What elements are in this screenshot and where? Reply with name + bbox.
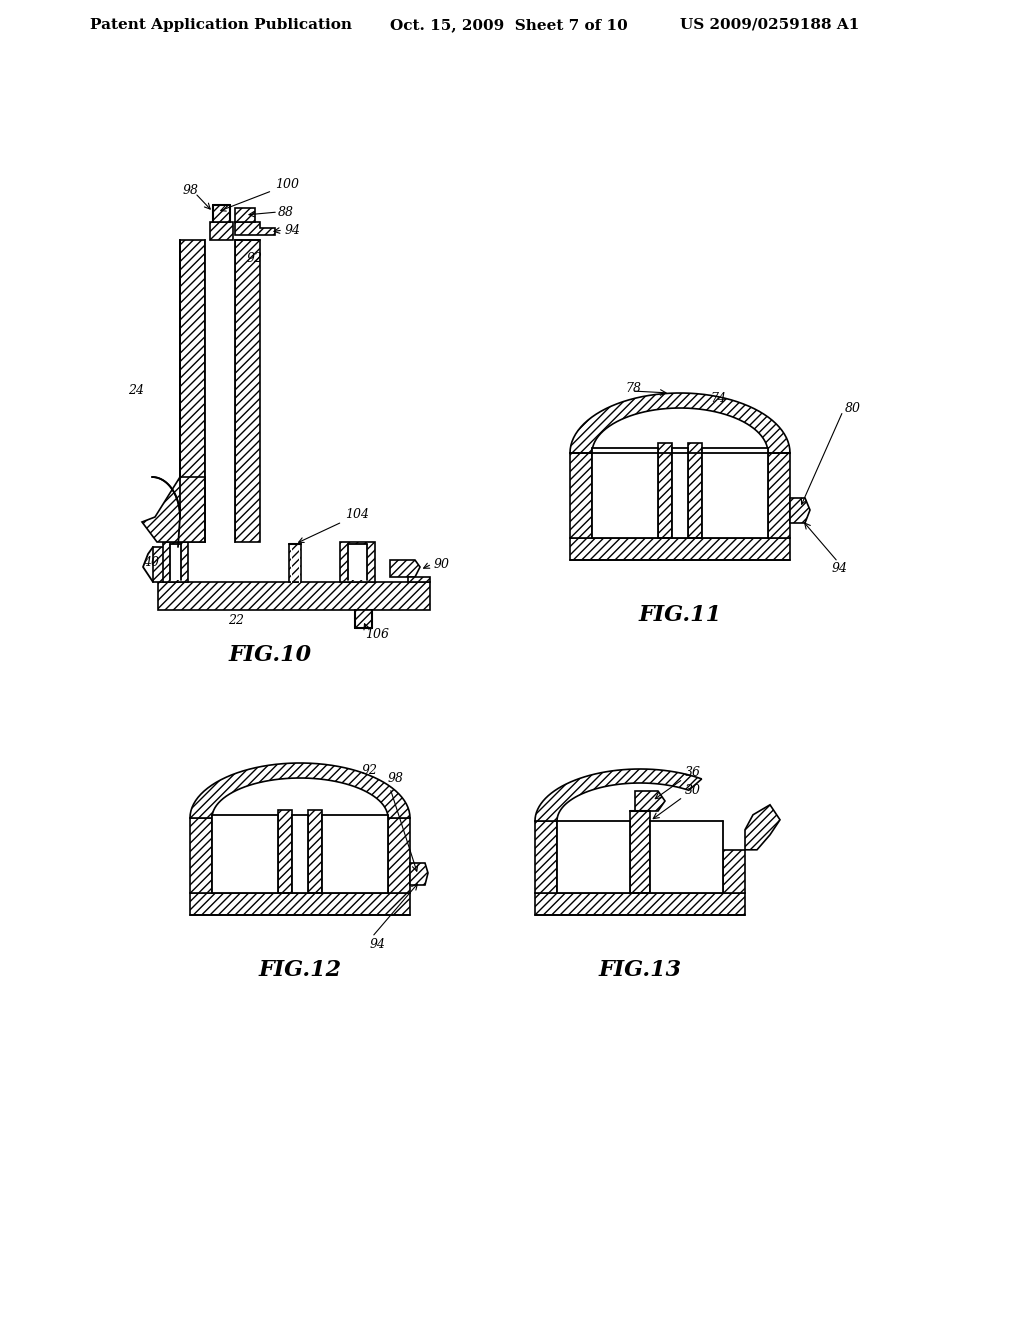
Polygon shape	[535, 821, 557, 894]
Text: 98: 98	[183, 183, 199, 197]
Polygon shape	[570, 539, 790, 560]
Polygon shape	[213, 205, 230, 222]
Polygon shape	[408, 577, 430, 582]
Polygon shape	[635, 791, 665, 810]
Polygon shape	[723, 850, 745, 894]
Text: 24: 24	[128, 384, 144, 396]
Polygon shape	[388, 818, 410, 894]
Polygon shape	[348, 544, 367, 579]
Text: 40: 40	[143, 556, 159, 569]
Polygon shape	[592, 447, 658, 539]
Text: 104: 104	[299, 508, 369, 543]
Polygon shape	[210, 222, 233, 240]
Text: 30: 30	[685, 784, 701, 797]
Polygon shape	[158, 582, 430, 610]
Polygon shape	[650, 821, 723, 894]
Text: FIG.13: FIG.13	[598, 960, 682, 981]
Polygon shape	[570, 453, 592, 539]
Polygon shape	[340, 543, 375, 582]
Polygon shape	[355, 610, 372, 628]
Polygon shape	[292, 814, 308, 894]
Polygon shape	[212, 814, 278, 894]
Polygon shape	[190, 818, 212, 894]
Polygon shape	[390, 560, 420, 577]
Text: 74: 74	[710, 392, 726, 404]
Text: 100: 100	[221, 178, 299, 211]
Text: 94: 94	[370, 939, 386, 952]
Polygon shape	[180, 240, 205, 543]
Polygon shape	[163, 543, 188, 582]
Polygon shape	[190, 894, 410, 915]
Text: 106: 106	[365, 628, 389, 642]
Text: 94: 94	[831, 561, 848, 574]
Text: US 2009/0259188 A1: US 2009/0259188 A1	[680, 18, 859, 32]
Polygon shape	[790, 498, 810, 523]
Text: Oct. 15, 2009  Sheet 7 of 10: Oct. 15, 2009 Sheet 7 of 10	[390, 18, 628, 32]
Text: FIG.10: FIG.10	[228, 644, 311, 667]
Text: 80: 80	[845, 401, 861, 414]
Polygon shape	[570, 393, 790, 453]
Text: 88: 88	[278, 206, 294, 219]
Polygon shape	[768, 453, 790, 539]
Text: FIG.12: FIG.12	[258, 960, 342, 981]
Polygon shape	[322, 814, 388, 894]
Text: FIG.11: FIG.11	[638, 605, 722, 626]
Polygon shape	[658, 444, 672, 539]
Text: 78: 78	[625, 381, 641, 395]
Polygon shape	[234, 222, 275, 235]
Polygon shape	[205, 240, 234, 543]
Polygon shape	[535, 770, 701, 821]
Polygon shape	[672, 447, 688, 539]
Polygon shape	[190, 763, 410, 818]
Polygon shape	[702, 447, 768, 539]
Polygon shape	[170, 544, 181, 579]
Polygon shape	[289, 544, 301, 582]
Polygon shape	[278, 810, 292, 894]
Text: 92: 92	[247, 252, 263, 264]
Polygon shape	[557, 821, 630, 894]
Text: 90: 90	[434, 557, 450, 570]
Polygon shape	[153, 546, 178, 582]
Polygon shape	[688, 444, 702, 539]
Polygon shape	[535, 894, 745, 915]
Polygon shape	[142, 477, 205, 543]
Text: 22: 22	[228, 614, 244, 627]
Text: 36: 36	[685, 767, 701, 780]
Polygon shape	[410, 863, 428, 884]
Polygon shape	[630, 810, 650, 894]
Polygon shape	[234, 209, 255, 222]
Text: 92: 92	[362, 763, 378, 776]
Polygon shape	[234, 240, 260, 543]
Polygon shape	[745, 805, 780, 850]
Text: Patent Application Publication: Patent Application Publication	[90, 18, 352, 32]
Polygon shape	[308, 810, 322, 894]
Text: 94: 94	[285, 223, 301, 236]
Text: 98: 98	[388, 771, 404, 784]
